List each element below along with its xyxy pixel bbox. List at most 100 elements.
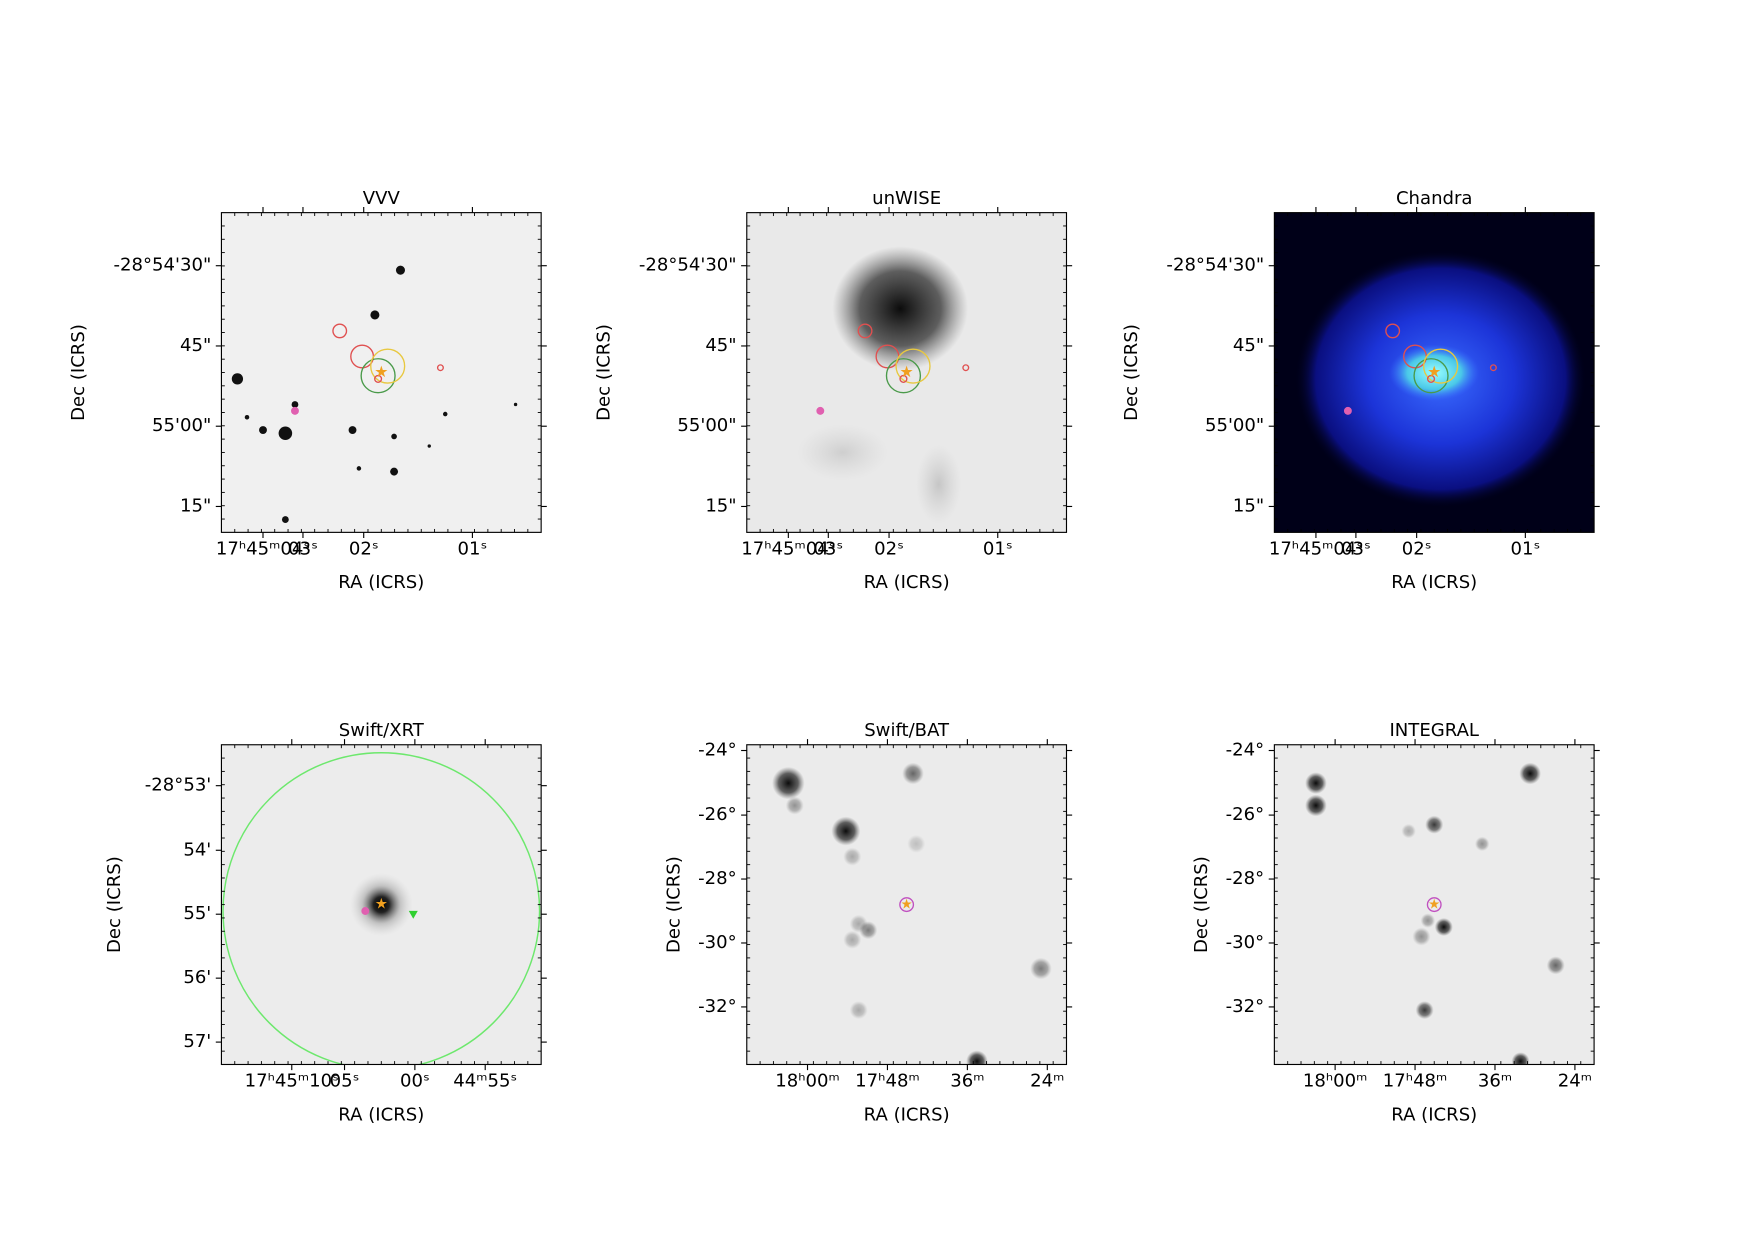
pentagon-marker	[291, 406, 299, 415]
star	[231, 373, 244, 385]
source	[1401, 823, 1416, 839]
y-tick-label: -32°	[698, 996, 737, 1017]
x-axis-label: RA (ICRS)	[864, 572, 950, 593]
star	[442, 411, 448, 417]
x-tick-label: 17ʰ45ᵐ10ˢ	[245, 1070, 339, 1091]
panel-title: Swift/XRT	[339, 720, 425, 741]
region-circle	[374, 374, 383, 383]
panel: ★ INTEGRAL RA (ICRS) Dec (ICRS) 18ʰ00ᵐ 17ʰ48ᵐ…	[1191, 720, 1600, 1125]
image: ★	[1274, 744, 1595, 1065]
star	[259, 426, 267, 435]
y-tick-label: 57'	[183, 1031, 211, 1052]
source	[772, 766, 805, 800]
source	[966, 1050, 988, 1065]
star	[391, 433, 397, 440]
region-circle	[857, 323, 873, 339]
x-axis-label: RA (ICRS)	[338, 572, 424, 593]
y-tick-label: 15"	[1233, 495, 1264, 516]
x-tick-label: 24ᵐ	[1558, 1070, 1592, 1091]
star	[395, 265, 405, 275]
region-circle	[1423, 348, 1459, 384]
image: ★	[746, 212, 1067, 533]
pentagon-marker	[361, 907, 370, 915]
y-tick-label: 55'00"	[152, 415, 211, 436]
x-tick-label: 03ˢ	[813, 538, 843, 559]
pentagon-marker	[816, 406, 825, 415]
blob	[916, 444, 962, 524]
xrt-source	[349, 872, 413, 937]
image-bg	[746, 744, 1067, 1065]
x-axis-label: RA (ICRS)	[338, 1104, 424, 1125]
y-tick-label: 55'	[183, 903, 211, 924]
image-bg	[1274, 744, 1595, 1065]
source	[849, 1001, 868, 1020]
region-circle	[436, 364, 444, 372]
star	[348, 426, 357, 435]
source-star: ★	[374, 362, 388, 381]
region-circle	[1385, 323, 1401, 339]
source	[1412, 927, 1431, 946]
x-tick-label: 00ˢ	[400, 1070, 430, 1091]
region-circle	[1413, 358, 1449, 394]
x-tick-label: 36ᵐ	[1478, 1070, 1512, 1091]
region-circle	[360, 358, 396, 394]
panel-title: unWISE	[872, 188, 941, 209]
x-tick-label: 18ʰ00ᵐ	[775, 1070, 840, 1091]
x-tick-label: 17ʰ48ᵐ	[1383, 1070, 1448, 1091]
region-circle	[332, 323, 348, 339]
x-tick-label: 02ˢ	[874, 538, 904, 559]
y-tick-label: 45"	[705, 335, 736, 356]
source	[902, 762, 924, 785]
y-tick-label: -32°	[1226, 996, 1265, 1017]
panel-title: Chandra	[1396, 188, 1473, 209]
star	[291, 401, 299, 408]
y-tick-label: -28°53'	[145, 775, 211, 796]
y-tick-label: -28°	[1226, 868, 1265, 889]
y-tick-label: -28°	[698, 868, 737, 889]
panel: ★ Swift/XRT RA (ICRS) Dec (ICRS) 17ʰ45ᵐ10ˢ05…	[104, 720, 547, 1125]
source	[1030, 957, 1052, 980]
x-tick-label: 01ˢ	[983, 538, 1013, 559]
x-tick-label: 18ʰ00ᵐ	[1303, 1070, 1368, 1091]
blob	[797, 424, 888, 481]
xrt-error	[222, 752, 541, 1065]
region-circle	[1426, 374, 1436, 383]
y-tick-label: -24°	[698, 740, 737, 761]
source-star: ★	[901, 897, 913, 913]
y-tick-label: -28°54'30"	[113, 255, 211, 276]
y-axis-label: Dec (ICRS)	[68, 324, 89, 421]
y-axis-label: Dec (ICRS)	[104, 856, 125, 953]
y-tick-label: 55'00"	[677, 415, 736, 436]
star	[281, 516, 289, 523]
region-circle	[370, 348, 406, 384]
source	[1305, 794, 1327, 817]
region-circle	[899, 374, 908, 383]
source	[907, 834, 926, 853]
panel-title: VVV	[363, 188, 401, 209]
y-axis-label: Dec (ICRS)	[1191, 856, 1212, 953]
star	[370, 310, 380, 320]
x-tick-label: 44ᵐ55ˢ	[453, 1070, 517, 1091]
y-tick-label: -24°	[1226, 740, 1265, 761]
source	[1305, 772, 1327, 794]
star	[427, 444, 431, 448]
y-tick-label: -30°	[698, 932, 737, 953]
source	[1519, 762, 1541, 785]
y-tick-label: 15"	[180, 495, 211, 516]
x-tick-label: 36ᵐ	[950, 1070, 984, 1091]
y-axis-label: Dec (ICRS)	[1121, 324, 1142, 421]
y-tick-label: 45"	[1233, 335, 1264, 356]
star	[390, 467, 399, 476]
image: ★	[221, 212, 542, 533]
panel-title: INTEGRAL	[1389, 720, 1479, 741]
pentagon-marker	[1343, 406, 1352, 415]
x-tick-label: 17ʰ45ᵐ04ˢ	[741, 538, 835, 559]
source-ring	[899, 897, 915, 913]
source-star: ★	[1428, 897, 1440, 913]
region-circle	[895, 348, 931, 384]
y-axis-label: Dec (ICRS)	[663, 856, 684, 953]
x-tick-label: 05ˢ	[330, 1070, 360, 1091]
x-tick-label: 24ᵐ	[1030, 1070, 1064, 1091]
image: ★	[746, 744, 1067, 1065]
